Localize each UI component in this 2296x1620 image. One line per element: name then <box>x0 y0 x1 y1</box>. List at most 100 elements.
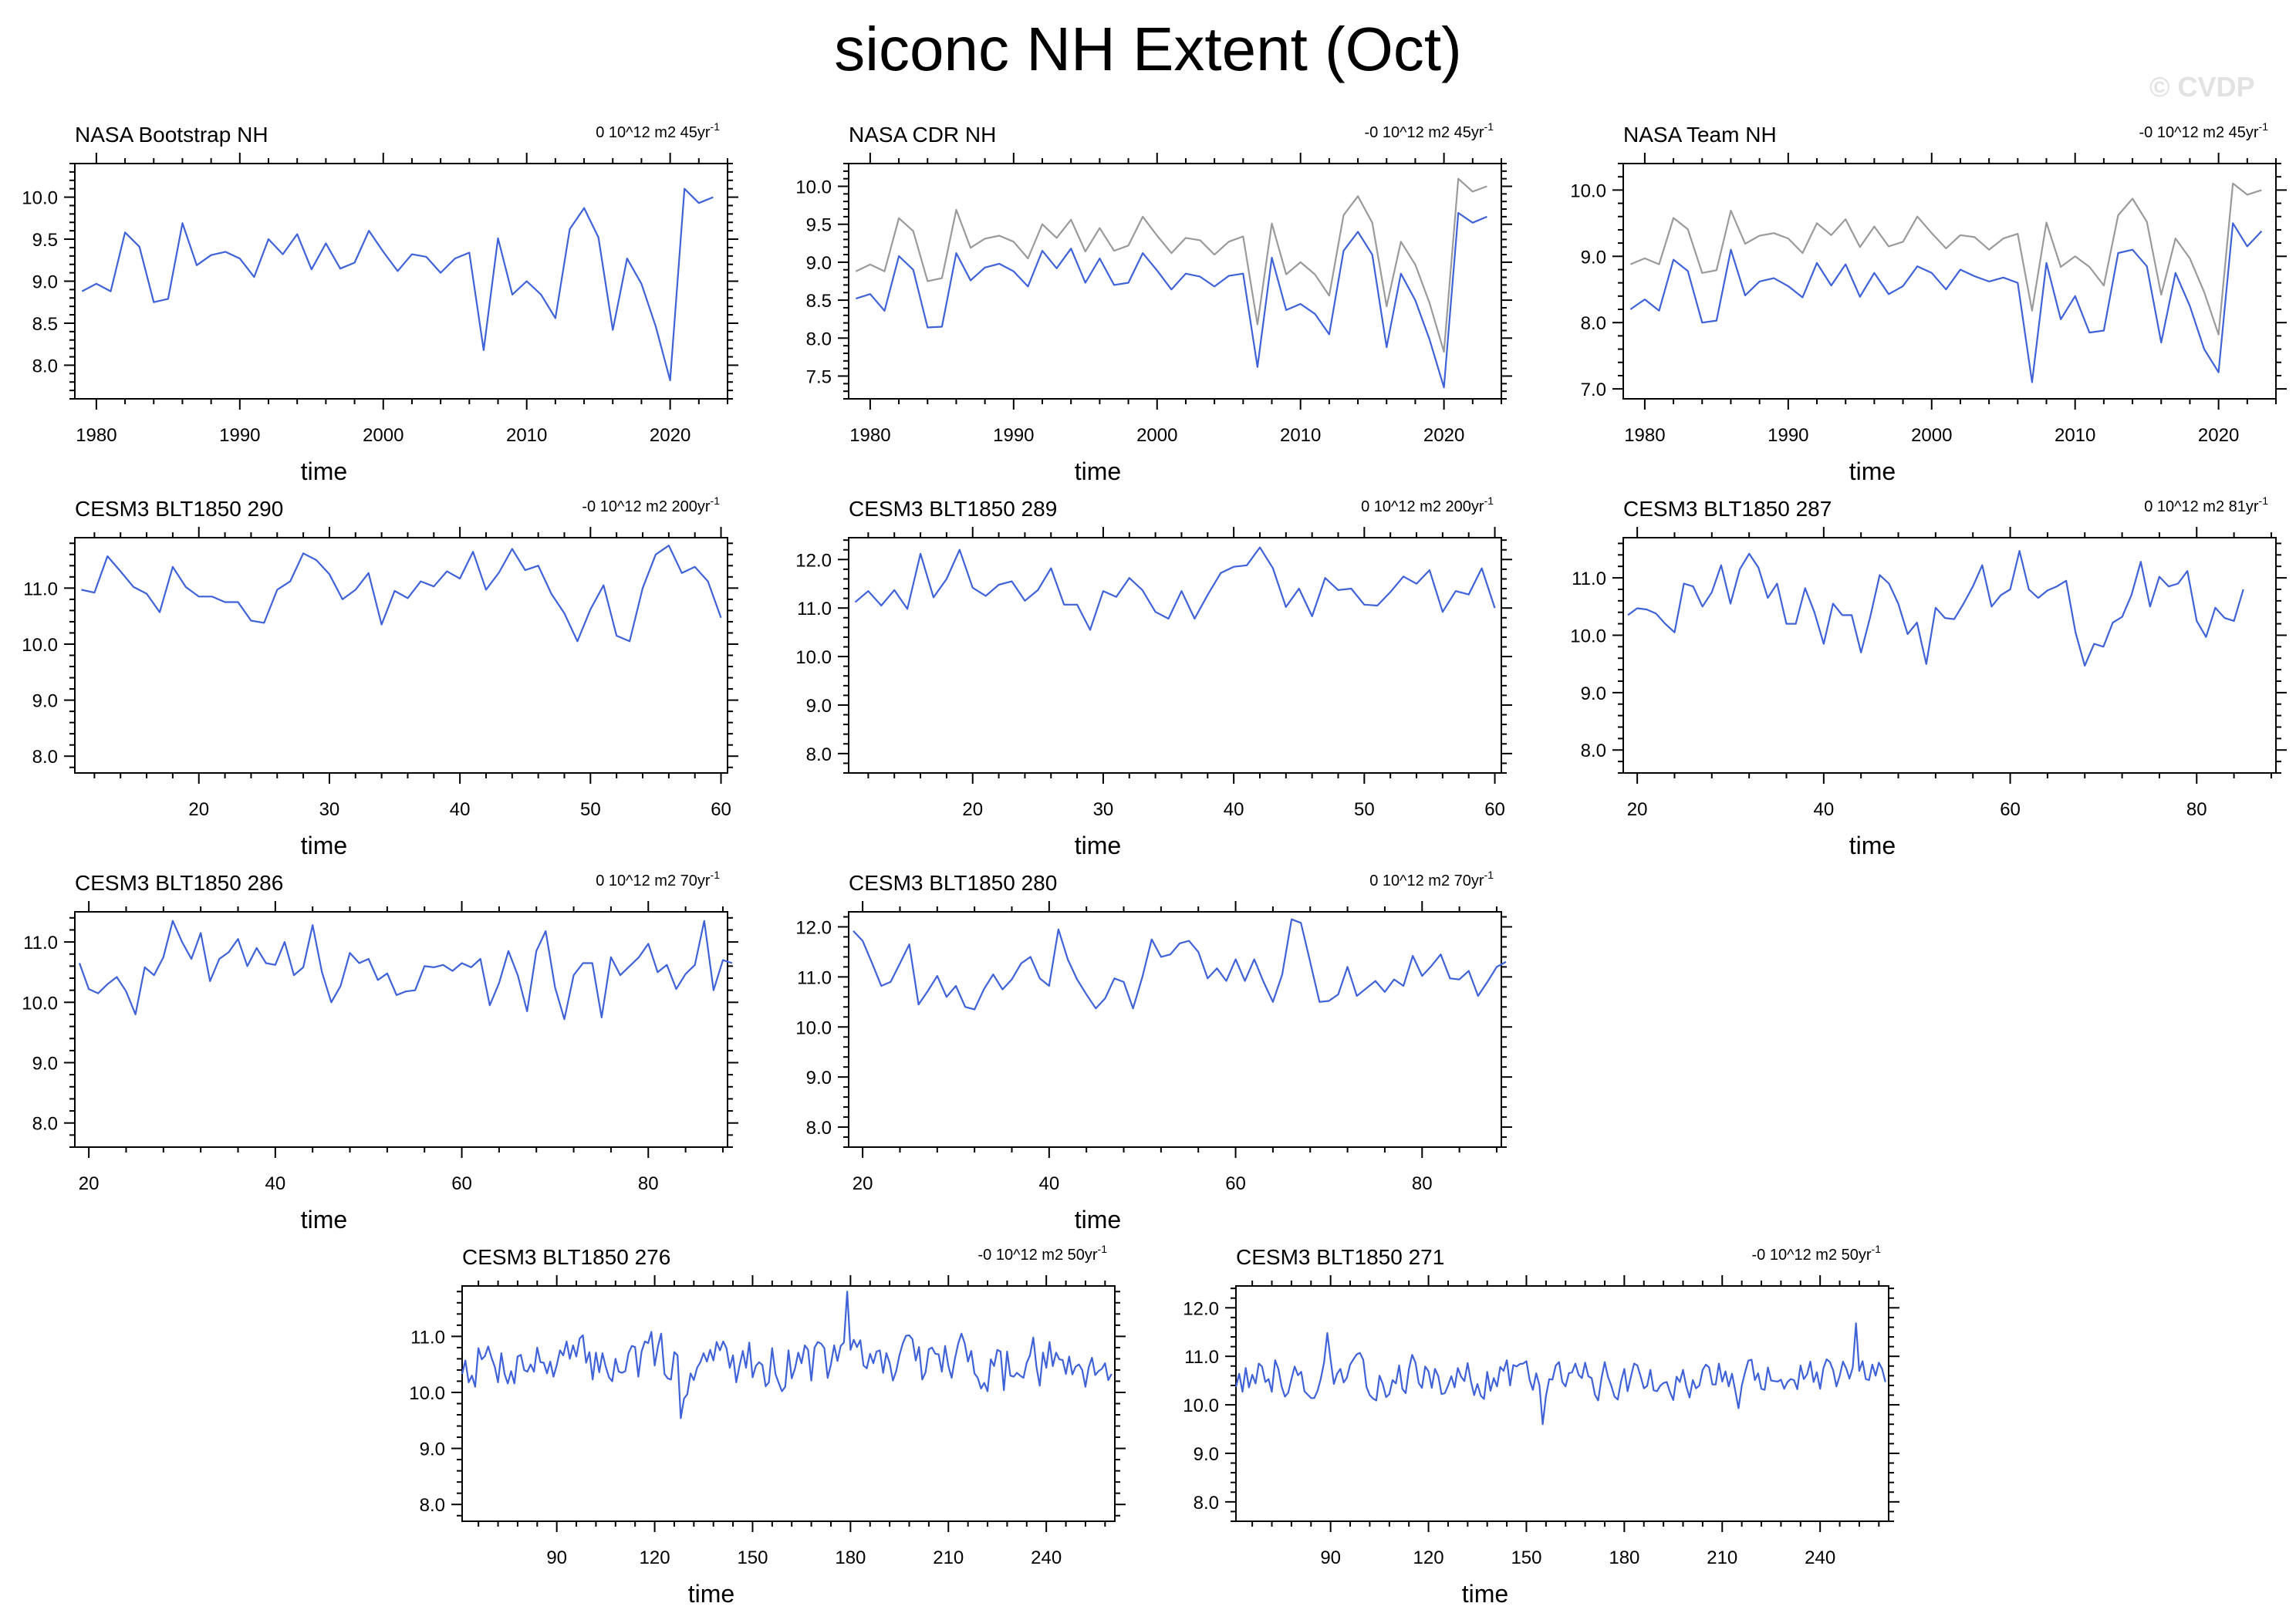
x-tick-label: 30 <box>319 799 340 820</box>
y-tick-label: 10.0 <box>409 1383 445 1404</box>
x-tick-label: 210 <box>1707 1547 1737 1568</box>
y-tick-label: 8.0 <box>806 1118 832 1139</box>
x-tick-label: 240 <box>1031 1547 1062 1568</box>
cvdp-watermark: © CVDP <box>2149 71 2255 103</box>
series-line <box>1627 549 2244 667</box>
y-tick-label: 9.5 <box>32 230 58 251</box>
panel-title: CESM3 BLT1850 280 <box>849 871 1057 895</box>
y-tick-label: 8.0 <box>32 747 58 768</box>
y-tick-label: 10.0 <box>1570 626 1606 646</box>
panel-title: CESM3 BLT1850 290 <box>75 497 283 521</box>
trend-value: -0 10^12 m2 50yr <box>1752 1247 1872 1264</box>
series-line <box>1234 1322 1886 1426</box>
x-tick-label: 120 <box>1413 1547 1444 1568</box>
chart-panel-10: 90 120 150 180 210 240 8.0 9.0 10.0 11.0 12.0 CESM3… <box>1183 1243 1899 1608</box>
y-tick-label: 11.0 <box>797 967 832 988</box>
x-tick-label: 40 <box>1224 799 1244 820</box>
y-tick-label: 9.0 <box>806 1068 832 1088</box>
x-tick-label: 80 <box>638 1173 659 1194</box>
trend-value: 0 10^12 m2 70yr <box>596 872 711 889</box>
plot-frame <box>74 911 728 1148</box>
trend-label: -0 10^12 m2 45yr-1 <box>2139 120 2269 141</box>
plot-frame <box>1622 163 2277 400</box>
plot-frame <box>848 537 1502 774</box>
series-line <box>81 187 714 382</box>
trend-value: 0 10^12 m2 81yr <box>2144 498 2259 515</box>
trend-exponent: -1 <box>1484 494 1494 507</box>
trend-exponent: -1 <box>1872 1243 1882 1255</box>
x-tick-label: 40 <box>450 799 471 820</box>
x-tick-label: 1990 <box>993 425 1034 446</box>
y-tick-label: 9.0 <box>32 1054 58 1075</box>
y-tick-label: 9.0 <box>1194 1444 1219 1465</box>
y-tick-label: 11.0 <box>23 933 58 953</box>
chart-panel-3: 1980 1990 2000 2010 2020 7.0 8.0 9.0 10.0 NASA Te… <box>1570 120 2287 485</box>
x-tick-label: 40 <box>1038 1173 1059 1194</box>
y-tick-label: 8.0 <box>1581 313 1606 334</box>
x-tick-label: 240 <box>1805 1547 1835 1568</box>
x-tick-label: 90 <box>1320 1547 1341 1568</box>
y-tick-label: 8.0 <box>32 356 58 376</box>
y-tick-label: 10.0 <box>795 177 832 198</box>
x-tick-label: 60 <box>1484 799 1505 820</box>
x-tick-label: 20 <box>79 1173 100 1194</box>
y-tick-label: 10.0 <box>22 188 58 209</box>
chart-panel-9: 90 120 150 180 210 240 8.0 9.0 10.0 11.0 CESM3 BLT… <box>409 1243 1126 1608</box>
x-tick-label: 150 <box>737 1547 768 1568</box>
chart-panel-8: 20 40 60 80 8.0 9.0 10.0 11.0 12.0 CESM3 BLT1850 … <box>795 869 1512 1234</box>
y-tick-label: 11.0 <box>23 579 58 599</box>
y-tick-label: 11.0 <box>1572 569 1606 589</box>
y-tick-label: 8.5 <box>32 314 58 335</box>
y-tick-label: 9.0 <box>806 696 832 717</box>
x-tick-label: 20 <box>188 799 209 820</box>
series-line <box>1629 222 2263 383</box>
x-axis-label: time <box>1075 832 1121 859</box>
series-line <box>853 918 1507 1011</box>
x-axis-label: time <box>1849 832 1896 859</box>
x-tick-label: 2020 <box>650 425 690 446</box>
panel-title: CESM3 BLT1850 287 <box>1623 497 1832 521</box>
x-tick-label: 60 <box>2000 799 2021 820</box>
x-tick-label: 60 <box>711 799 731 820</box>
x-tick-label: 2000 <box>1911 425 1952 446</box>
y-tick-label: 9.0 <box>1581 683 1606 704</box>
chart-panel-6: 20 40 60 80 8.0 9.0 10.0 11.0 CESM3 BLT1850 287 0… <box>1570 494 2287 859</box>
x-tick-label: 20 <box>1627 799 1648 820</box>
y-tick-label: 8.0 <box>806 329 832 349</box>
y-tick-label: 9.0 <box>806 253 832 274</box>
chart-panel-4: 20 30 40 50 60 8.0 9.0 10.0 11.0 CESM3 BLT1850 29… <box>22 494 738 859</box>
y-tick-label: 10.0 <box>795 647 832 668</box>
panel-title: CESM3 BLT1850 276 <box>462 1245 670 1269</box>
x-axis-label: time <box>1849 457 1896 485</box>
x-tick-label: 40 <box>265 1173 285 1194</box>
series-line <box>855 211 1487 389</box>
y-tick-label: 9.0 <box>1581 247 1606 268</box>
x-tick-label: 30 <box>1093 799 1114 820</box>
plot-frame <box>74 537 728 774</box>
series-line <box>461 1291 1113 1419</box>
x-tick-label: 60 <box>1225 1173 1246 1194</box>
trend-label: 0 10^12 m2 70yr-1 <box>1369 869 1494 889</box>
panel-title: CESM3 BLT1850 289 <box>849 497 1057 521</box>
trend-exponent: -1 <box>2259 120 2269 133</box>
x-axis-label: time <box>301 457 347 485</box>
y-tick-label: 9.5 <box>806 215 832 236</box>
y-tick-label: 11.0 <box>797 599 832 619</box>
chart-panel-5: 20 30 40 50 60 8.0 9.0 10.0 11.0 12.0 CESM3 BLT185… <box>795 494 1512 859</box>
x-tick-label: 180 <box>835 1547 866 1568</box>
x-tick-label: 120 <box>640 1547 670 1568</box>
x-tick-label: 150 <box>1511 1547 1541 1568</box>
trend-label: 0 10^12 m2 200yr-1 <box>1361 494 1494 515</box>
series-line <box>854 546 1496 631</box>
x-tick-label: 1990 <box>219 425 260 446</box>
trend-exponent: -1 <box>1484 120 1494 133</box>
x-tick-label: 50 <box>580 799 601 820</box>
x-tick-label: 40 <box>1813 799 1834 820</box>
chart-panel-2: 1980 1990 2000 2010 2020 7.5 8.0 8.5 9.0 9.5 10.0 N… <box>795 120 1512 485</box>
x-axis-label: time <box>301 832 347 859</box>
y-tick-label: 10.0 <box>22 993 58 1014</box>
trend-label: -0 10^12 m2 50yr-1 <box>978 1243 1108 1264</box>
x-tick-label: 1980 <box>849 425 890 446</box>
y-tick-label: 10.0 <box>1183 1396 1219 1416</box>
y-tick-label: 8.0 <box>32 1114 58 1135</box>
